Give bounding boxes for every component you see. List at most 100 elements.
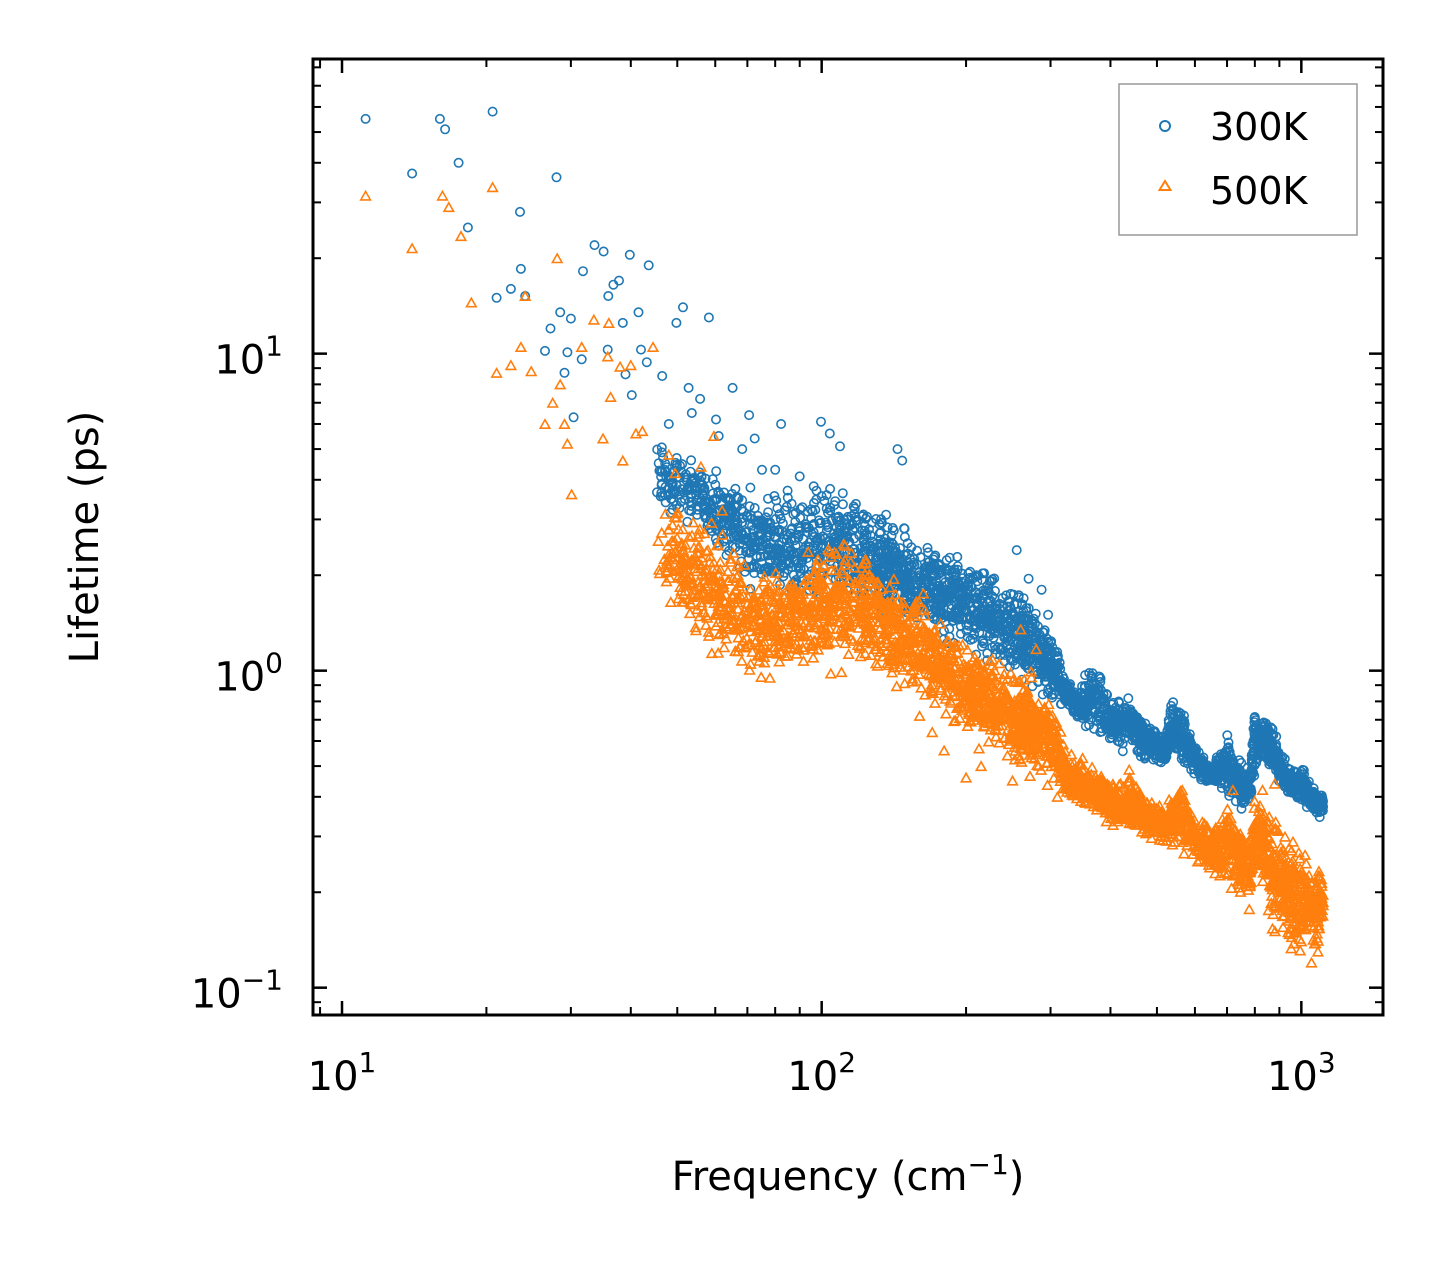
point-2996 bbox=[1179, 757, 1190, 768]
point-3056 bbox=[986, 620, 997, 631]
point-3181 bbox=[1026, 625, 1037, 636]
point-3249 bbox=[749, 433, 760, 444]
point-2878 bbox=[983, 587, 994, 598]
point-3149 bbox=[1227, 757, 1238, 768]
point-3223 bbox=[598, 246, 609, 257]
point-3086 bbox=[656, 447, 667, 458]
point-3091 bbox=[833, 511, 844, 522]
point-3052 bbox=[964, 614, 975, 625]
point-2240 bbox=[654, 465, 665, 476]
point-2003 bbox=[734, 545, 745, 556]
point-2842 bbox=[1017, 642, 1028, 653]
point-3185 bbox=[934, 604, 945, 615]
point-3176 bbox=[1050, 647, 1061, 658]
point-3219 bbox=[568, 412, 579, 423]
point-2851 bbox=[876, 514, 887, 525]
point-3217 bbox=[562, 347, 573, 358]
point-3138 bbox=[1061, 684, 1072, 695]
point-2013 bbox=[822, 507, 833, 518]
point-3125 bbox=[1210, 775, 1221, 786]
point-3127 bbox=[656, 471, 667, 482]
point-2603 bbox=[1234, 755, 1245, 766]
point-2628 bbox=[1156, 732, 1167, 743]
point-3188 bbox=[906, 542, 917, 553]
point-3088 bbox=[808, 497, 819, 508]
point-3259 bbox=[1011, 545, 1022, 556]
point-3123 bbox=[1018, 640, 1029, 651]
point-3260 bbox=[1023, 573, 1034, 584]
point-3257 bbox=[892, 444, 903, 455]
point-3228 bbox=[617, 317, 628, 328]
point-840 bbox=[736, 504, 747, 515]
point-2860 bbox=[871, 564, 882, 575]
point-2426 bbox=[865, 540, 876, 551]
point-3075 bbox=[973, 570, 984, 581]
point-3187 bbox=[1052, 662, 1063, 673]
point-3070 bbox=[940, 588, 951, 599]
point-3171 bbox=[967, 633, 978, 644]
point-2924 bbox=[790, 507, 801, 518]
point-3114 bbox=[934, 609, 945, 620]
point-3145 bbox=[696, 471, 707, 482]
point-2250 bbox=[977, 635, 988, 646]
point-3196 bbox=[753, 516, 764, 527]
point-3261 bbox=[1036, 584, 1047, 595]
point-2862 bbox=[653, 458, 664, 469]
point-3193 bbox=[954, 589, 965, 600]
point-3254 bbox=[815, 416, 826, 427]
point-3214 bbox=[551, 172, 562, 183]
point-2911 bbox=[1096, 723, 1107, 734]
point-2039 bbox=[802, 506, 813, 517]
point-2624 bbox=[742, 532, 753, 543]
point-2957 bbox=[808, 518, 819, 529]
point-1977 bbox=[815, 517, 826, 528]
point-3206 bbox=[487, 106, 498, 117]
point-1761 bbox=[755, 551, 766, 562]
point-3238 bbox=[671, 317, 682, 328]
point-32 bbox=[854, 650, 867, 662]
point-3068 bbox=[829, 500, 840, 511]
point-3151 bbox=[1165, 730, 1176, 741]
point-2736 bbox=[859, 525, 870, 536]
point-2576 bbox=[808, 481, 819, 492]
point-2944 bbox=[930, 550, 941, 561]
point-3246 bbox=[727, 382, 738, 393]
point-2845 bbox=[794, 523, 805, 534]
point-2877 bbox=[1043, 646, 1054, 657]
point-3112 bbox=[1213, 753, 1224, 764]
point-3060 bbox=[1174, 710, 1185, 721]
point-3037 bbox=[840, 531, 851, 542]
point-3216 bbox=[559, 367, 570, 378]
point-3140 bbox=[1008, 618, 1019, 629]
point-2999 bbox=[791, 547, 802, 558]
point-3111 bbox=[663, 470, 674, 481]
point-2536 bbox=[966, 605, 977, 616]
point-2229 bbox=[686, 455, 697, 466]
point-2836 bbox=[713, 520, 724, 531]
point-3234 bbox=[641, 357, 652, 368]
point-2992 bbox=[1163, 717, 1174, 728]
point-2259 bbox=[775, 513, 786, 524]
point-2929 bbox=[903, 572, 914, 583]
point-2861 bbox=[1135, 725, 1146, 736]
point-3031 bbox=[1270, 746, 1281, 757]
point-2963 bbox=[1148, 754, 1159, 765]
point-3210 bbox=[515, 263, 526, 274]
point-3248 bbox=[744, 410, 755, 421]
point-2024 bbox=[718, 536, 729, 547]
point-3184 bbox=[1274, 768, 1285, 779]
point-3084 bbox=[1230, 796, 1241, 807]
point-2989 bbox=[1084, 698, 1095, 709]
point-3172 bbox=[930, 602, 941, 613]
point-3063 bbox=[771, 544, 782, 555]
point-2875 bbox=[836, 522, 847, 533]
point-3209 bbox=[514, 206, 525, 217]
point-1478 bbox=[821, 490, 832, 501]
point-3154 bbox=[1236, 778, 1247, 789]
point-1265 bbox=[1223, 737, 1234, 748]
point-2531 bbox=[855, 543, 866, 554]
point-3085 bbox=[793, 558, 804, 569]
point-2740 bbox=[995, 643, 1006, 654]
point-2087 bbox=[1167, 704, 1178, 715]
